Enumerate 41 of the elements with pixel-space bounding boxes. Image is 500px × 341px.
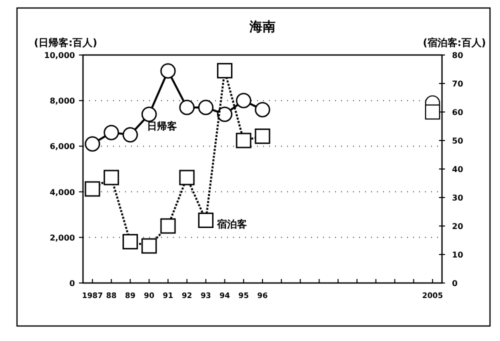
point [198,100,214,116]
y-tick-label: 0 [69,279,76,288]
point [122,234,138,250]
y2-tick-label: 70 [452,80,464,88]
y2-tick-label: 50 [452,136,464,146]
series-label: 日帰客 [146,120,177,132]
y2-tick-label: 60 [452,108,464,117]
y2-tick-label: 40 [452,165,464,174]
y2-axis-title: (宿泊客:百人) [422,37,486,49]
point [198,212,214,228]
y2-tick-label: 0 [452,279,458,288]
point [254,128,270,144]
y-tick-label: 2,000 [50,233,76,242]
y-tick-label: 8,000 [50,96,76,106]
point [236,132,252,148]
point [122,127,138,142]
point [104,170,120,186]
y2-tick-label: 30 [452,194,464,202]
y-axis-title: (日帰客:百人) [34,37,98,49]
y-tick-label: 10,000 [44,51,76,60]
chart-title: 海南 [248,20,276,35]
y-tick-label: 4,000 [50,188,76,197]
point [141,106,157,122]
y2-tick-label: 10 [452,250,464,260]
point [160,218,176,234]
point [217,106,232,122]
series-label: 宿泊客 [216,218,247,231]
y2-tick-label: 80 [452,51,464,60]
point [84,136,100,152]
point [425,104,440,120]
point [217,62,232,78]
point [179,100,195,116]
point [236,92,252,108]
point [254,102,270,118]
point [84,181,100,197]
point [104,124,120,140]
point [179,170,195,186]
point [160,63,176,79]
y-tick-label: 6,000 [50,142,76,152]
y2-tick-label: 20 [452,222,464,231]
point [141,238,157,254]
